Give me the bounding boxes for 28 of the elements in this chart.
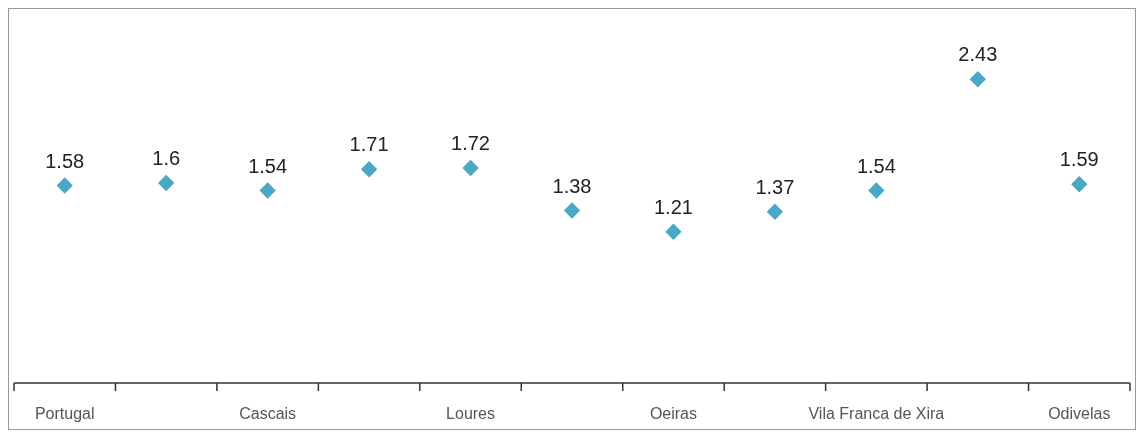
x-tick-label: Odivelas bbox=[1048, 405, 1111, 422]
point bbox=[360, 161, 378, 178]
point bbox=[158, 174, 175, 192]
point bbox=[969, 71, 986, 88]
point bbox=[1071, 176, 1088, 193]
point bbox=[56, 177, 73, 194]
data-label: 1.21 bbox=[653, 195, 693, 218]
point bbox=[259, 182, 276, 199]
data-label: 2.43 bbox=[958, 43, 998, 66]
point bbox=[563, 202, 581, 219]
x-tick-label: Portugal bbox=[34, 405, 95, 422]
x-tick-label: Cascais bbox=[239, 405, 297, 422]
data-label: 1.38 bbox=[552, 174, 592, 197]
point bbox=[868, 182, 885, 199]
data-label: 1.58 bbox=[45, 149, 85, 172]
data-label: 1.59 bbox=[1059, 148, 1099, 171]
data-label: 1.54 bbox=[856, 154, 896, 177]
point bbox=[462, 159, 479, 177]
data-label: 1.37 bbox=[755, 175, 795, 198]
point bbox=[766, 203, 784, 220]
x-tick-label: Vila Franca de Xira bbox=[808, 405, 945, 422]
data-label: 1.72 bbox=[451, 132, 491, 154]
data-label: 1.71 bbox=[349, 133, 389, 156]
x-tick-label: Oeiras bbox=[649, 405, 698, 422]
data-label: 1.54 bbox=[248, 154, 288, 177]
point bbox=[665, 223, 682, 240]
x-tick-label: Loures bbox=[446, 405, 496, 422]
data-label: 1.6 bbox=[152, 147, 181, 169]
